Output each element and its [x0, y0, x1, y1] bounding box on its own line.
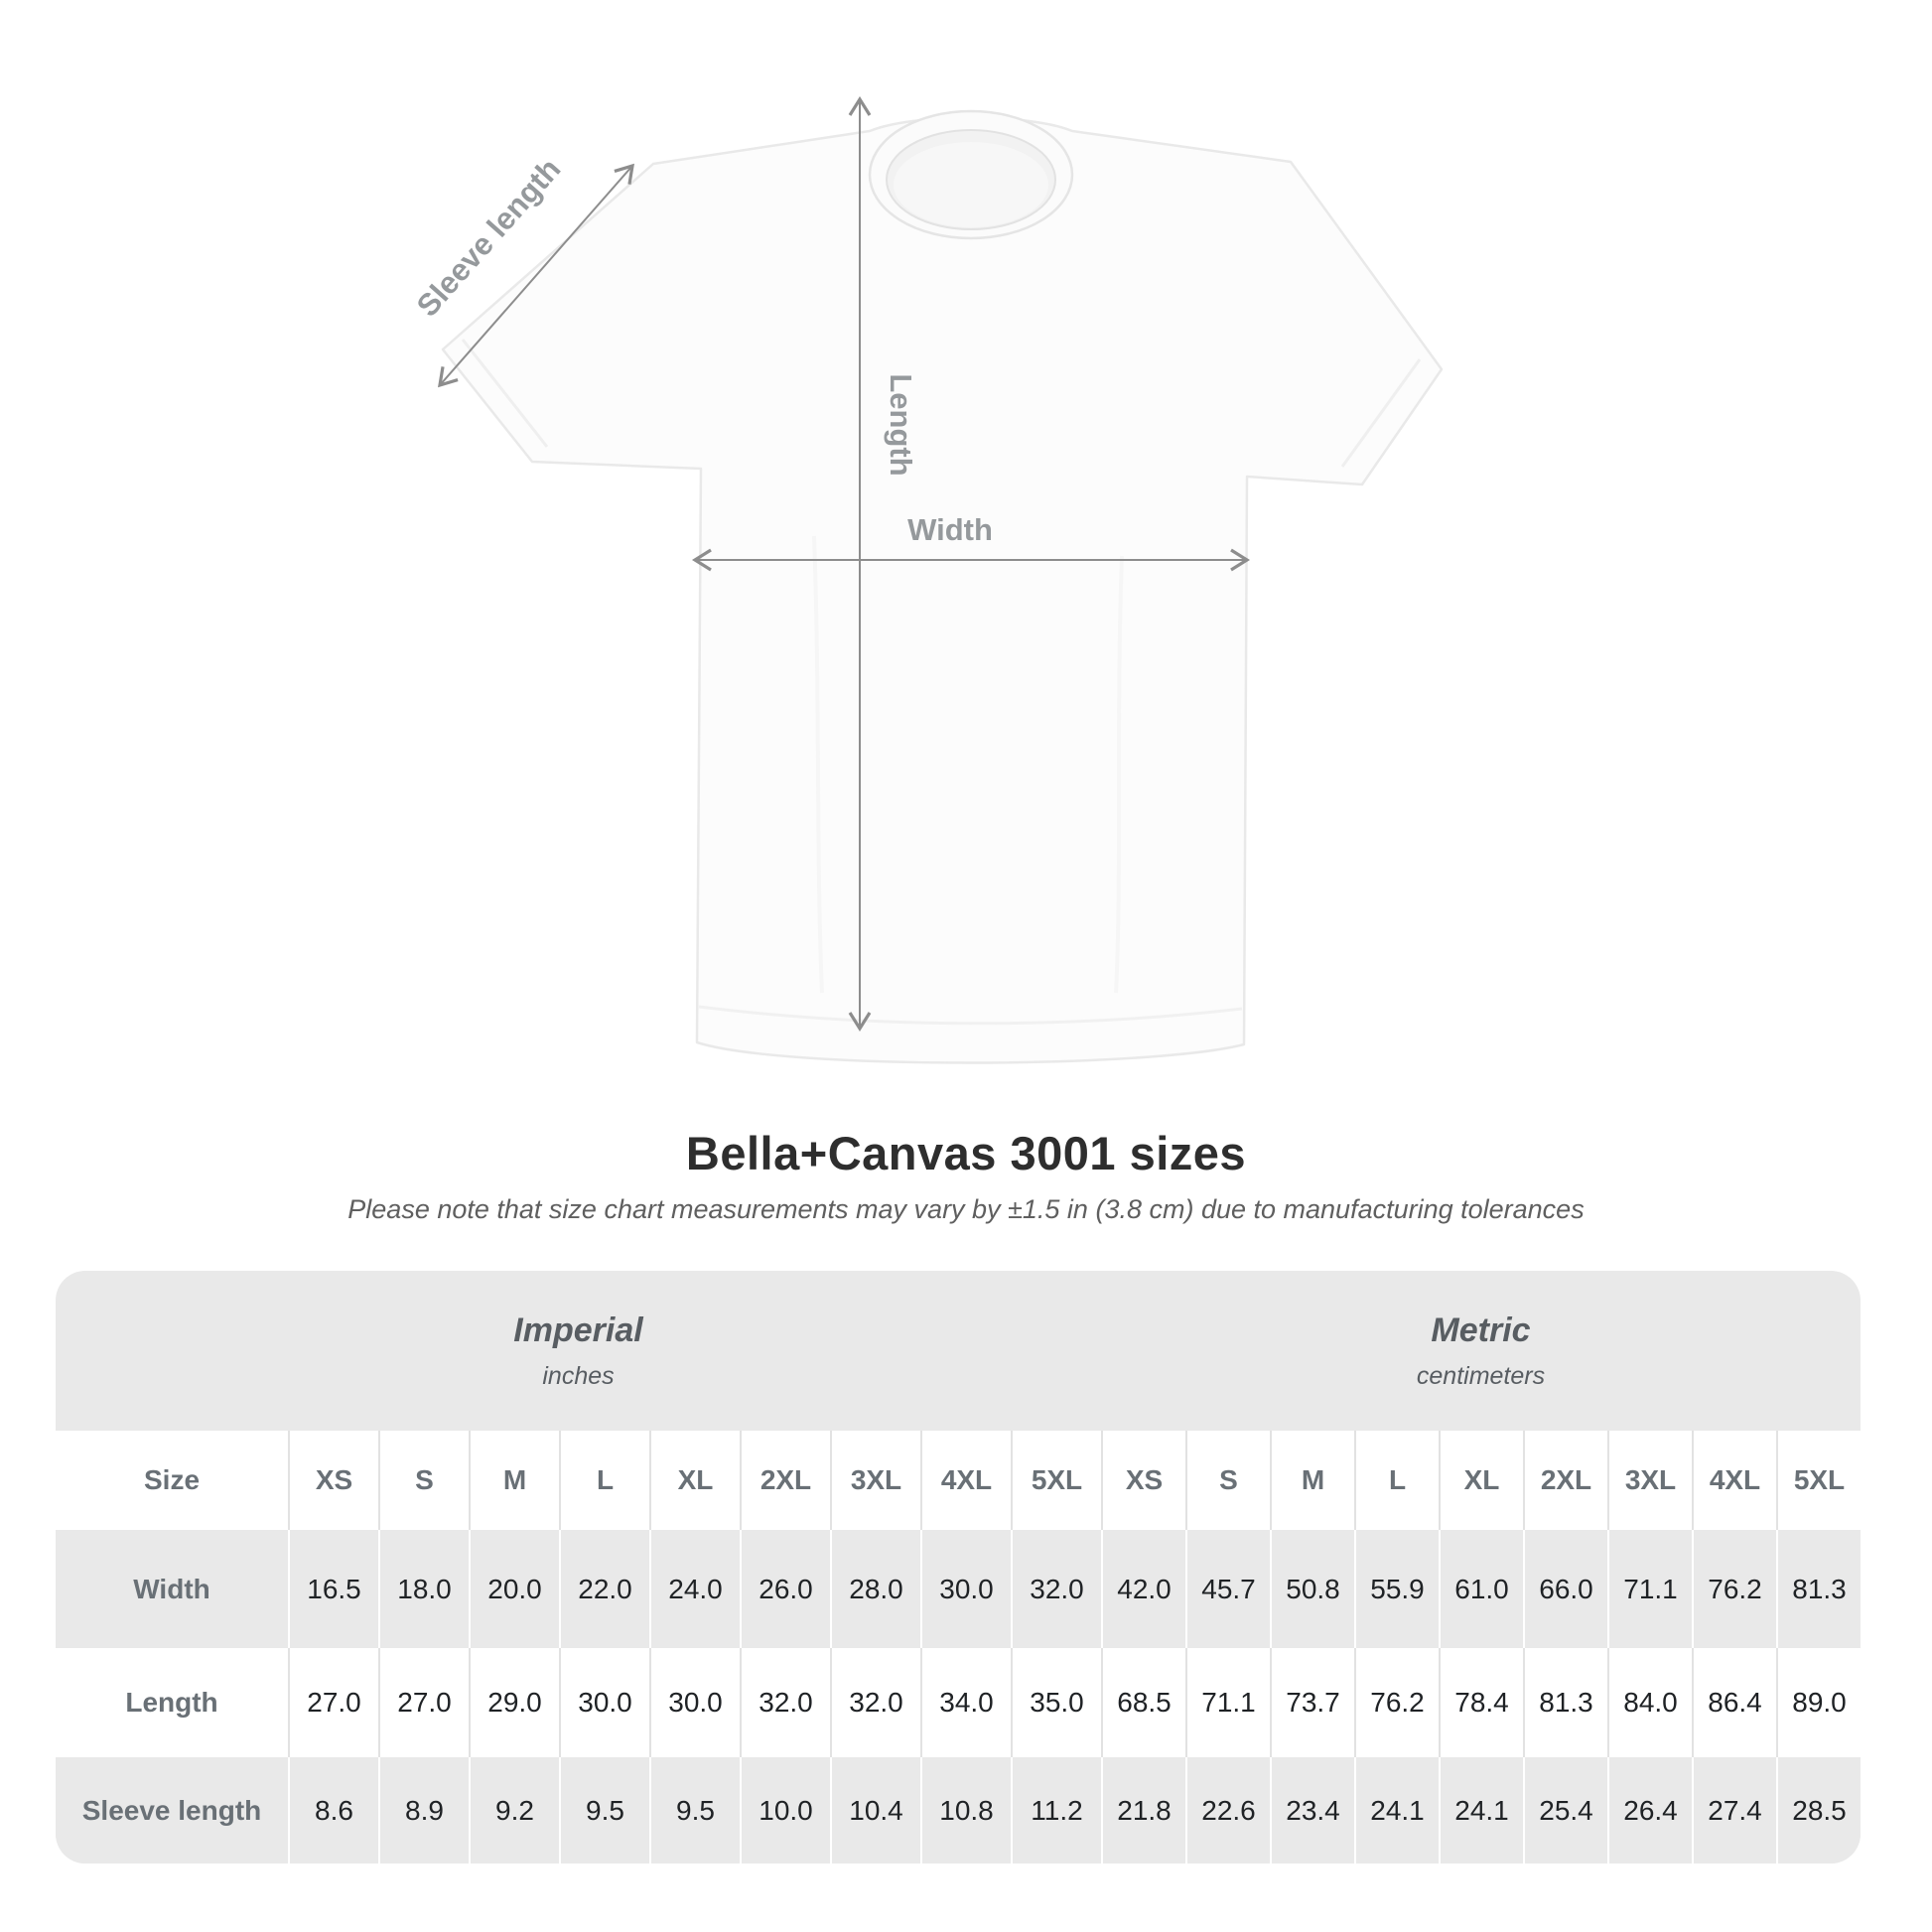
value-cell: 84.0: [1607, 1648, 1692, 1757]
right-cuff-seam: [1340, 358, 1422, 468]
value-cell: 73.7: [1270, 1648, 1354, 1757]
value-cell: 30.0: [559, 1648, 649, 1757]
size-header-imperial-s: S: [378, 1431, 469, 1530]
size-header-metric-4xl: 4XL: [1692, 1431, 1776, 1530]
value-cell: 28.5: [1776, 1757, 1861, 1863]
value-cell: 32.0: [740, 1648, 830, 1757]
value-cell: 29.0: [469, 1648, 559, 1757]
size-header-metric-s: S: [1185, 1431, 1270, 1530]
size-header-metric-3xl: 3XL: [1607, 1431, 1692, 1530]
value-cell: 9.5: [559, 1757, 649, 1863]
value-cell: 30.0: [649, 1648, 740, 1757]
size-header-metric-5xl: 5XL: [1776, 1431, 1861, 1530]
value-cell: 42.0: [1101, 1530, 1185, 1648]
value-cell: 22.0: [559, 1530, 649, 1648]
size-header-metric-xs: XS: [1101, 1431, 1185, 1530]
value-cell: 24.1: [1439, 1757, 1523, 1863]
value-cell: 22.6: [1185, 1757, 1270, 1863]
collar-shadow: [894, 142, 1048, 227]
size-header-imperial-2xl: 2XL: [740, 1431, 830, 1530]
size-header-metric-m: M: [1270, 1431, 1354, 1530]
value-cell: 18.0: [378, 1530, 469, 1648]
value-cell: 30.0: [920, 1530, 1011, 1648]
value-cell: 24.0: [649, 1530, 740, 1648]
page-subtitle: Please note that size chart measurements…: [347, 1194, 1585, 1224]
metric-group-unit: centimeters: [1416, 1361, 1546, 1390]
size-header-imperial-3xl: 3XL: [830, 1431, 920, 1530]
value-cell: 81.3: [1523, 1648, 1607, 1757]
width-label: Width: [907, 512, 993, 547]
value-cell: 71.1: [1607, 1530, 1692, 1648]
value-cell: 9.2: [469, 1757, 559, 1863]
row-label-width: Width: [56, 1530, 288, 1648]
size-table: Imperial inches Metric centimeters Size X…: [56, 1271, 1861, 1863]
value-cell: 10.8: [920, 1757, 1011, 1863]
size-header-imperial-4xl: 4XL: [920, 1431, 1011, 1530]
value-cell: 50.8: [1270, 1530, 1354, 1648]
size-header-imperial-xl: XL: [649, 1431, 740, 1530]
value-cell: 89.0: [1776, 1648, 1861, 1757]
value-cell: 21.8: [1101, 1757, 1185, 1863]
value-cell: 81.3: [1776, 1530, 1861, 1648]
imperial-group-header: Imperial inches: [56, 1271, 1101, 1431]
page-title: Bella+Canvas 3001 sizes: [685, 1127, 1247, 1179]
imperial-group-unit: inches: [542, 1361, 615, 1390]
tshirt-shape: [441, 109, 1444, 1064]
value-cell: 86.4: [1692, 1648, 1776, 1757]
value-cell: 61.0: [1439, 1530, 1523, 1648]
value-cell: 55.9: [1354, 1530, 1439, 1648]
value-cell: 26.0: [740, 1530, 830, 1648]
value-cell: 9.5: [649, 1757, 740, 1863]
value-cell: 11.2: [1011, 1757, 1101, 1863]
imperial-group-label: Imperial: [513, 1311, 643, 1349]
value-cell: 16.5: [288, 1530, 378, 1648]
value-cell: 66.0: [1523, 1530, 1607, 1648]
value-cell: 10.0: [740, 1757, 830, 1863]
size-header-imperial-l: L: [559, 1431, 649, 1530]
value-cell: 26.4: [1607, 1757, 1692, 1863]
value-cell: 32.0: [830, 1648, 920, 1757]
tshirt-illustration-svg: Sleeve length Length Width: [410, 95, 1444, 1064]
size-header-metric-l: L: [1354, 1431, 1439, 1530]
value-cell: 27.4: [1692, 1757, 1776, 1863]
row-label-sleeve-length: Sleeve length: [56, 1757, 288, 1863]
value-cell: 76.2: [1692, 1530, 1776, 1648]
value-cell: 35.0: [1011, 1648, 1101, 1757]
value-cell: 68.5: [1101, 1648, 1185, 1757]
sleeve-length-arrow: [438, 163, 634, 388]
value-cell: 20.0: [469, 1530, 559, 1648]
value-cell: 76.2: [1354, 1648, 1439, 1757]
tshirt-size-diagram: Sleeve length Length Width: [410, 95, 1444, 1064]
size-header-imperial-xs: XS: [288, 1431, 378, 1530]
value-cell: 23.4: [1270, 1757, 1354, 1863]
value-cell: 27.0: [378, 1648, 469, 1757]
metric-group-header: Metric centimeters: [1101, 1271, 1861, 1431]
value-cell: 45.7: [1185, 1530, 1270, 1648]
length-label: Length: [884, 373, 918, 476]
row-label-length: Length: [56, 1648, 288, 1757]
size-header-metric-2xl: 2XL: [1523, 1431, 1607, 1530]
value-cell: 24.1: [1354, 1757, 1439, 1863]
size-header-imperial-5xl: 5XL: [1011, 1431, 1101, 1530]
hem-seam: [698, 1005, 1243, 1026]
wrinkle: [1114, 555, 1124, 994]
value-cell: 32.0: [1011, 1530, 1101, 1648]
value-cell: 78.4: [1439, 1648, 1523, 1757]
value-cell: 27.0: [288, 1648, 378, 1757]
value-cell: 25.4: [1523, 1757, 1607, 1863]
wrinkle: [812, 535, 824, 994]
value-cell: 8.6: [288, 1757, 378, 1863]
value-cell: 8.9: [378, 1757, 469, 1863]
value-cell: 34.0: [920, 1648, 1011, 1757]
size-column-header: Size: [56, 1431, 288, 1530]
size-header-imperial-m: M: [469, 1431, 559, 1530]
size-header-metric-xl: XL: [1439, 1431, 1523, 1530]
value-cell: 71.1: [1185, 1648, 1270, 1757]
value-cell: 10.4: [830, 1757, 920, 1863]
metric-group-label: Metric: [1431, 1311, 1531, 1349]
value-cell: 28.0: [830, 1530, 920, 1648]
